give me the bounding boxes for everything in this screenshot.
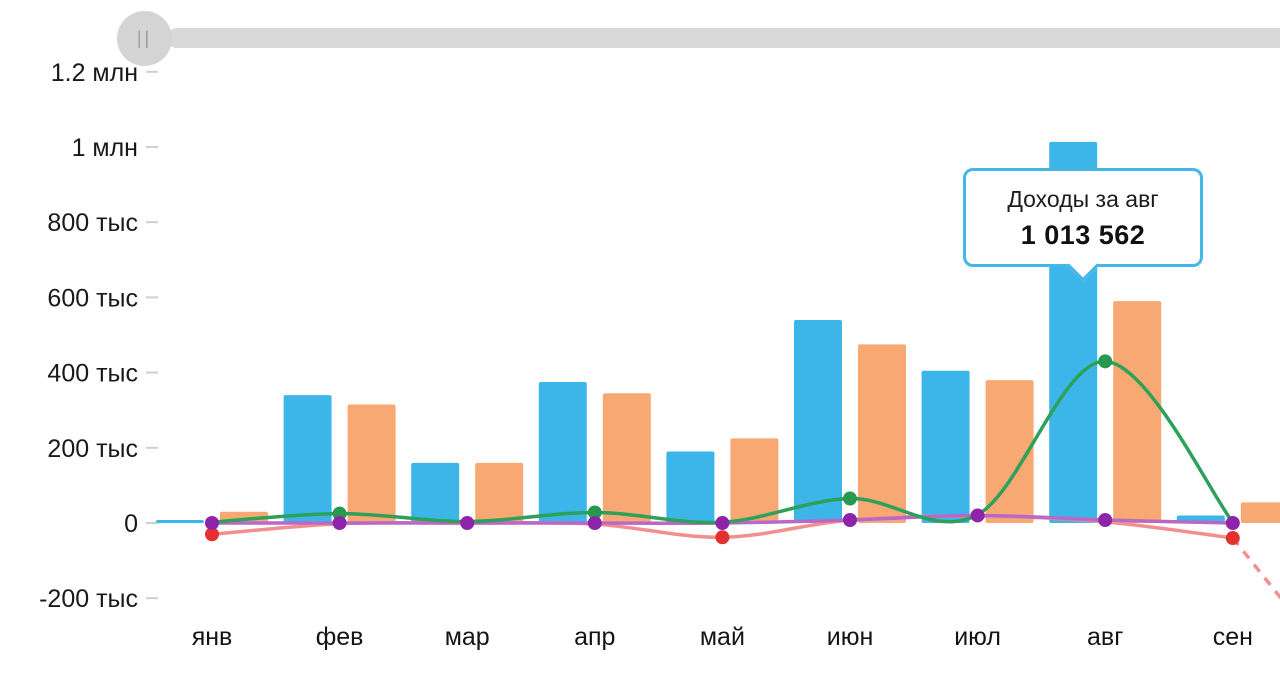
line-green-point-июн[interactable] [843, 491, 857, 506]
y-axis-tick-label: 1 млн [72, 134, 138, 162]
line-green [210, 359, 1235, 525]
line-purple-point-мар[interactable] [460, 516, 475, 530]
y-axis-tick-label: 0 [124, 510, 138, 538]
line-red-dashed-extension [1231, 536, 1280, 600]
line-red-point-май[interactable] [715, 530, 730, 545]
line-purple-point-июл[interactable] [970, 508, 985, 523]
bar-income-апр[interactable] [538, 382, 587, 523]
line-purple-point-янв[interactable] [205, 516, 219, 530]
y-axis-tick-label: 600 тыс [47, 284, 138, 312]
y-axis-tick-label: -200 тыс [39, 585, 138, 613]
scrollbar-handle[interactable]: || [117, 11, 172, 66]
bar-bar-orange-апр[interactable] [602, 393, 651, 523]
bar-income-мар[interactable] [411, 462, 460, 523]
bar-bar-orange-май[interactable] [730, 438, 779, 523]
line-purple-point-июн[interactable] [843, 512, 857, 527]
line-green-point-апр[interactable] [587, 505, 602, 520]
bar-income-июн[interactable] [794, 319, 842, 523]
bar-income-фев[interactable] [283, 395, 332, 523]
line-red-point-сен[interactable] [1225, 531, 1240, 546]
x-axis-label-фев: фев [316, 623, 364, 651]
line-purple-point-апр[interactable] [587, 516, 602, 530]
x-axis-label-май: май [700, 623, 745, 651]
line-purple-point-сен[interactable] [1225, 516, 1240, 530]
bar-bar-orange-авг[interactable] [1113, 301, 1162, 523]
bar-income-янв[interactable] [156, 519, 204, 523]
x-axis-label-июл: июл [954, 623, 1001, 651]
bar-bar-orange-сен[interactable] [1240, 502, 1280, 523]
tooltip: Доходы за авг 1 013 562 [963, 168, 1203, 282]
y-axis-tick-label: 200 тыс [47, 435, 138, 463]
y-axis-tick-label: 400 тыс [47, 360, 138, 388]
x-axis-label-янв: янв [192, 623, 233, 651]
bar-bar-orange-июн[interactable] [858, 344, 906, 523]
y-axis-tick-label: 1.2 млн [51, 59, 138, 87]
tooltip-title: Доходы за авг [1007, 186, 1159, 212]
x-axis-label-июн: июн [827, 623, 874, 651]
bar-income-май[interactable] [666, 451, 715, 523]
line-red-point-янв[interactable] [205, 527, 219, 542]
line-purple-point-авг[interactable] [1098, 512, 1113, 527]
x-axis-label-мар: мар [445, 623, 490, 651]
bar-income-июл[interactable] [921, 370, 970, 523]
scrollbar-track[interactable] [167, 28, 1280, 48]
line-green-point-авг[interactable] [1098, 354, 1113, 369]
bar-bar-orange-мар[interactable] [475, 462, 524, 523]
y-axis-tick-label: 800 тыс [47, 209, 138, 237]
x-axis-label-сен: сен [1213, 623, 1253, 651]
x-axis-label-апр: апр [574, 623, 615, 651]
bar-bar-orange-июл[interactable] [985, 380, 1034, 523]
line-purple-point-фев[interactable] [332, 516, 347, 530]
x-axis-label-авг: авг [1087, 623, 1123, 651]
tooltip-value: 1 013 562 [1020, 220, 1146, 250]
bar-bar-orange-фев[interactable] [347, 404, 396, 523]
line-purple-point-май[interactable] [715, 516, 730, 530]
